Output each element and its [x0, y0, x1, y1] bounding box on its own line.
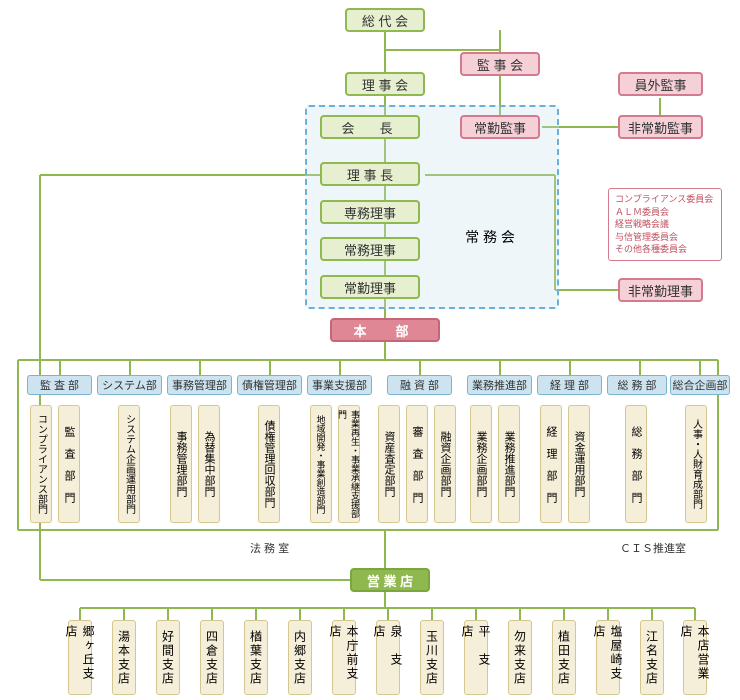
- ingaikanji-label: 員外監事: [634, 75, 686, 94]
- sub-shinsa: 審 査 部 門: [406, 405, 428, 523]
- rijichou-label: 理 事 長: [347, 165, 393, 184]
- sub-gyoumusuishin: 業務推進部門: [498, 405, 520, 523]
- dept-kansa: 監 査 部: [27, 375, 92, 395]
- kaichou-label: 会 長: [341, 118, 398, 137]
- joumukai-label-box: 常 務 会: [445, 225, 535, 249]
- joukinkanji-box: 常勤監事: [460, 115, 540, 139]
- joumukai-label: 常 務 会: [465, 227, 515, 247]
- branch-1: 湯本支店: [112, 620, 136, 695]
- dept-system: システム部: [97, 375, 162, 395]
- sub-kansa: 監 査 部 門: [58, 405, 80, 523]
- soudaikai-label: 総 代 会: [362, 11, 408, 30]
- sub-soumu: 総 務 部 門: [625, 405, 647, 523]
- branch-12: 塩屋崎支店: [596, 620, 620, 695]
- dept-saiken: 債権管理部: [237, 375, 302, 395]
- rijikai-label: 理 事 会: [362, 75, 408, 94]
- ingaikanji-box: 員外監事: [618, 72, 703, 96]
- sub-compliance: コンプライアンス部門: [30, 405, 52, 523]
- branch-4: 楢葉支店: [244, 620, 268, 695]
- hijoukinkanji-box: 非常勤監事: [618, 115, 703, 139]
- branch-3: 四倉支店: [200, 620, 224, 695]
- hijoukinkanji-label: 非常勤監事: [628, 118, 693, 137]
- soudaikai-box: 総 代 会: [345, 8, 425, 32]
- sub-keiri: 経 理 部 門: [540, 405, 562, 523]
- hijoukinriji-box: 非常勤理事: [618, 278, 703, 302]
- dept-sougou: 総合企画部: [670, 375, 730, 395]
- senmuriji-box: 専務理事: [320, 200, 420, 224]
- sub-jimukanri: 事務管理部門: [170, 405, 192, 523]
- eigyouten-box: 営 業 店: [350, 568, 430, 592]
- dept-keiri: 経 理 部: [537, 375, 602, 395]
- senmuriji-label: 専務理事: [344, 203, 396, 222]
- eigyouten-label: 営 業 店: [367, 571, 413, 590]
- sub-kawase: 為替集中部門: [198, 405, 220, 523]
- committee-1: コンプライアンス委員会: [615, 193, 715, 206]
- joumuriji-label: 常務理事: [344, 240, 396, 259]
- committee-4: 与信管理委員会: [615, 231, 715, 244]
- sub-jigyousaisei: 事業再生・事業承継支援部門: [338, 405, 360, 523]
- branch-7: 泉 支 店: [376, 620, 400, 695]
- joumuriji-box: 常務理事: [320, 237, 420, 261]
- dept-yuushi: 融 資 部: [387, 375, 452, 395]
- kanjikai-label: 監 事 会: [477, 55, 523, 74]
- hijoukinriji-label: 非常勤理事: [628, 281, 693, 300]
- branch-14: 本店営業店: [683, 620, 707, 695]
- kaichou-box: 会 長: [320, 115, 420, 139]
- branch-2: 好間支店: [156, 620, 180, 695]
- committee-2: ＡＬＭ委員会: [615, 206, 715, 219]
- honbu-box: 本 部: [330, 318, 440, 342]
- dept-jimu: 事務管理部: [167, 375, 232, 395]
- sub-jinji: 人事・人財育成部門: [685, 405, 707, 523]
- joukinriji-label: 常勤理事: [344, 278, 396, 297]
- dept-jigyou: 事業支援部: [307, 375, 372, 395]
- kanjikai-box: 監 事 会: [460, 52, 540, 76]
- branch-9: 平 支 店: [464, 620, 488, 695]
- sub-chiiki: 地域開発・事業創造部門: [310, 405, 332, 523]
- branch-13: 江名支店: [640, 620, 664, 695]
- rijichou-box: 理 事 長: [320, 162, 420, 186]
- joukinriji-box: 常勤理事: [320, 275, 420, 299]
- branch-10: 勿来支店: [508, 620, 532, 695]
- dept-soumu: 総 務 部: [607, 375, 667, 395]
- branch-8: 玉川支店: [420, 620, 444, 695]
- sub-gyoumukikaku: 業務企画部門: [470, 405, 492, 523]
- branch-6: 本庁前支店: [332, 620, 356, 695]
- joukinkanji-label: 常勤監事: [474, 118, 526, 137]
- honbu-label: 本 部: [353, 321, 416, 340]
- cis-label: ＣＩＳ推進室: [620, 540, 686, 556]
- dept-gyoumu: 業務推進部: [467, 375, 532, 395]
- sub-system: システム企画運用部門: [118, 405, 140, 523]
- branch-0: 郷ヶ丘支店: [68, 620, 92, 695]
- branch-11: 植田支店: [552, 620, 576, 695]
- sub-saiken: 債権管理回収部門: [258, 405, 280, 523]
- houmu-label: 法 務 室: [250, 540, 289, 556]
- sub-shisan: 資産査定部門: [378, 405, 400, 523]
- committees-box: コンプライアンス委員会 ＡＬＭ委員会 経営戦略会議 与信管理委員会 その他各種委…: [608, 188, 722, 261]
- committee-5: その他各種委員会: [615, 243, 715, 256]
- sub-shikin: 資金運用部門: [568, 405, 590, 523]
- rijikai-box: 理 事 会: [345, 72, 425, 96]
- committee-3: 経営戦略会議: [615, 218, 715, 231]
- branch-5: 内郷支店: [288, 620, 312, 695]
- sub-yuushikikaku: 融資企画部門: [434, 405, 456, 523]
